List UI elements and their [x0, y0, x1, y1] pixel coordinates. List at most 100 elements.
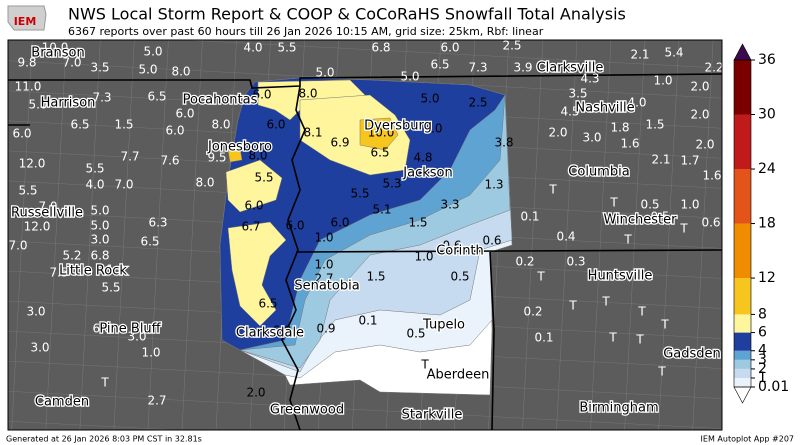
snow-report: 0.6	[442, 239, 461, 253]
snow-report: T	[679, 222, 688, 236]
city-label: Clarksville	[537, 61, 604, 76]
snow-report: 1.0	[141, 346, 160, 360]
snow-report: 3.5	[90, 61, 109, 75]
snow-report: 2.7	[314, 272, 333, 286]
snow-report: 1.0	[653, 74, 672, 88]
city-label: Gadsden	[663, 347, 721, 362]
snow-report: 8.0	[211, 118, 230, 132]
snow-report: 6.0	[12, 127, 31, 141]
colorbar-tick-label: 2	[758, 361, 767, 377]
snow-report: 5.5	[18, 184, 37, 198]
snow-report: 1.0	[314, 258, 333, 272]
snow-report: T	[568, 299, 577, 313]
snow-report: 7.0	[38, 200, 57, 214]
colorbar-tick-label: 4	[758, 343, 767, 359]
city-label: Jonesboro	[207, 140, 272, 155]
colorbar-tick-label: 1	[758, 370, 767, 386]
snow-report: 2.5	[468, 96, 487, 110]
snow-report: 5.0	[423, 122, 442, 136]
snow-report: 4.0	[85, 178, 104, 192]
city-label: Corinth	[436, 244, 484, 259]
snow-report: 6.5	[430, 58, 449, 72]
snow-report: 1.5	[645, 118, 664, 132]
snow-report: 5.4	[664, 46, 683, 60]
snow-report: 1.5	[114, 118, 133, 132]
city-label: Greenwood	[270, 403, 344, 418]
snow-report: 6.0	[165, 124, 184, 138]
snow-report: 0.5	[450, 270, 469, 284]
snow-report: 12.0	[19, 157, 46, 171]
snow-report: 5.0	[400, 70, 419, 84]
snow-report: 12.0	[24, 220, 51, 234]
city-label: Nashville	[575, 101, 634, 116]
city-label: Aberdeen	[427, 368, 490, 383]
snow-report: 5.5	[350, 187, 369, 201]
colorbar-under	[733, 386, 752, 404]
snow-report: 5.0	[143, 45, 162, 59]
snow-report: 5.5	[254, 171, 273, 185]
snow-report: T	[660, 318, 669, 332]
city-label: Little Rock	[59, 264, 127, 279]
snow-report: 2.0	[548, 126, 567, 140]
snow-report: T	[536, 270, 545, 284]
snow-report: 3.3	[440, 198, 459, 212]
snow-report: 2.1	[630, 48, 649, 62]
snow-report: 2.0	[690, 108, 709, 122]
city-label: Starkville	[402, 408, 463, 423]
snow-report: 1.8	[610, 121, 629, 135]
colorbar-tick-label: 24	[758, 161, 776, 177]
snow-report: 5.0	[28, 98, 47, 112]
logo-text: IEM	[14, 15, 37, 28]
snow-report: 6.0	[272, 324, 291, 338]
snow-report: 7.3	[92, 91, 111, 105]
snow-report: 1.0	[314, 231, 333, 245]
snow-report: 6.9	[330, 136, 349, 150]
city-label: Winchester	[603, 213, 677, 228]
snow-report: 8.0	[248, 149, 267, 163]
snow-report: 0.1	[520, 210, 539, 224]
snow-report: T	[637, 305, 646, 319]
snow-report: 11.0	[15, 80, 42, 94]
snow-report: 7.0	[114, 178, 133, 192]
snow-report: 6.5	[147, 90, 166, 104]
snow-report: 2.1	[651, 153, 670, 167]
state-borders	[8, 73, 722, 430]
snow-report: 11.0	[99, 263, 126, 277]
city-label: Columbia	[568, 165, 629, 180]
snow-report: 7.3	[468, 61, 487, 75]
snow-report: 8.0	[171, 65, 190, 79]
colorbar-band	[734, 378, 751, 387]
snow-report: 2.0	[246, 386, 265, 400]
snow-report: 6.0	[266, 118, 285, 132]
footer-right: IEM Autoplot App #207	[701, 435, 794, 444]
colorbar-band	[734, 359, 751, 369]
colorbar-band	[734, 60, 751, 115]
snow-report: 5.1	[372, 203, 391, 217]
snow-report: 1.5	[408, 216, 427, 230]
city-label: Camden	[35, 395, 89, 410]
snow-report: 6.0	[175, 107, 194, 121]
colorbar-tick-label: 6	[758, 325, 767, 341]
colorbar-tick-label: 8	[758, 306, 767, 322]
snow-report: 0.5	[406, 327, 425, 341]
snow-report: 6.0	[440, 41, 459, 55]
snow-report: 7.0	[62, 56, 81, 70]
snow-report: 0.5	[640, 198, 659, 212]
snow-report: 5.0	[315, 66, 334, 80]
snow-report: 6.5	[70, 118, 89, 132]
snow-report: 1.6	[620, 137, 639, 151]
city-label: Branson	[31, 46, 84, 61]
snow-report: 0.2	[523, 305, 542, 319]
snow-report: 4.0	[627, 96, 646, 110]
subtitle: 6367 reports over past 60 hours till 26 …	[68, 25, 544, 38]
city-label: Tupelo	[422, 318, 465, 333]
city-label: Jackson	[402, 166, 452, 181]
snow-report: 0.6	[701, 216, 720, 230]
snow-report: 0.5	[650, 210, 669, 224]
colorbar-band	[734, 314, 751, 333]
colorbar-over	[733, 43, 752, 61]
snow-report: 5.0	[138, 63, 157, 77]
snow-report: 3.5	[568, 87, 587, 101]
snow-report: 6.5	[140, 235, 159, 249]
